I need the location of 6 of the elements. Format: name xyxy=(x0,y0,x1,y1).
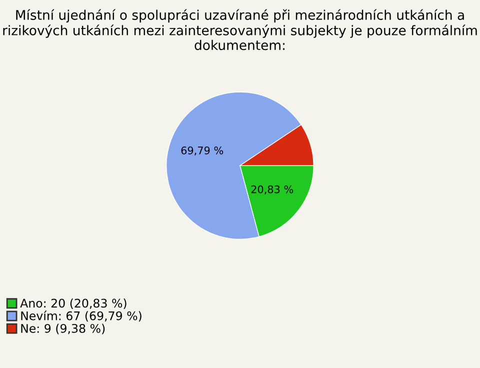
chart-title: Místní ujednání o spolupráci uzavírané při mezinárodních utkáních a rizikových utkáních mezi zainteresovanými subjekty je pouze formálním dokumentem: xyxy=(3,9,477,50)
legend-label: Nevím: 67 (69,79 %) xyxy=(21,310,142,322)
legend-label: Ano: 20 (20,83 %) xyxy=(20,298,126,310)
legend-label: Ne: 9 (9,38 %) xyxy=(21,324,105,334)
data-label: 20,83 % xyxy=(251,185,294,194)
data-label: 69,79 % xyxy=(181,146,224,156)
